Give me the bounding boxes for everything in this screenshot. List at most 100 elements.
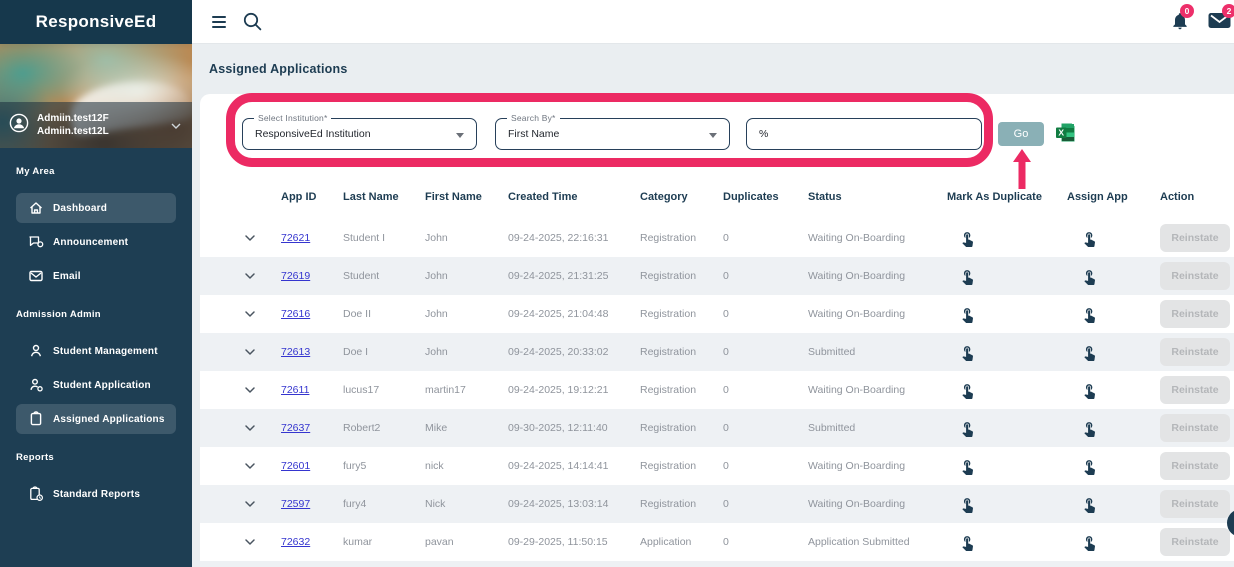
sidebar-item-student-application[interactable]: Student Application (16, 370, 176, 400)
assign-app-cell[interactable] (1067, 268, 1160, 285)
floating-action-button[interactable] (1227, 509, 1234, 537)
assign-app-cell[interactable] (1067, 420, 1160, 437)
sidebar-item-assigned-applications[interactable]: Assigned Applications (16, 404, 176, 434)
app-id-link[interactable]: 72597 (281, 498, 311, 510)
assign-app-cell[interactable] (1067, 458, 1160, 475)
touch-app-icon[interactable] (1081, 458, 1098, 475)
app-id-link[interactable]: 72619 (281, 270, 311, 282)
topbar: 0 2 (192, 0, 1234, 44)
touch-app-icon[interactable] (1081, 382, 1098, 399)
table-row: 72621 Student I John 09-24-2025, 22:16:31 Re… (200, 219, 1234, 257)
sidebar-item-email[interactable]: Email (16, 261, 176, 291)
reinstate-button[interactable]: Reinstate (1160, 262, 1230, 290)
mark-as-duplicate-cell[interactable] (947, 268, 1067, 285)
expand-chevron-icon[interactable] (242, 496, 258, 512)
mark-as-duplicate-cell[interactable] (947, 458, 1067, 475)
mail-button[interactable]: 2 (1208, 4, 1234, 35)
sidebar-item-label: Assigned Applications (53, 413, 165, 425)
mark-as-duplicate-cell[interactable] (947, 306, 1067, 323)
touch-app-icon[interactable] (1081, 230, 1098, 247)
mark-as-duplicate-cell[interactable] (947, 230, 1067, 247)
reinstate-button[interactable]: Reinstate (1160, 300, 1230, 328)
touch-app-icon[interactable] (959, 496, 976, 513)
assign-app-cell[interactable] (1067, 306, 1160, 323)
expand-cell[interactable] (200, 420, 281, 436)
touch-app-icon[interactable] (1081, 534, 1098, 551)
reinstate-button[interactable]: Reinstate (1160, 338, 1230, 366)
assign-app-cell[interactable] (1067, 382, 1160, 399)
touch-app-icon[interactable] (1081, 420, 1098, 437)
expand-cell[interactable] (200, 382, 281, 398)
touch-app-icon[interactable] (1081, 306, 1098, 323)
menu-icon[interactable] (212, 16, 226, 31)
expand-cell[interactable] (200, 230, 281, 246)
search-keyword-input[interactable]: % (746, 118, 982, 150)
section-label: Reports (16, 452, 54, 463)
mark-as-duplicate-cell[interactable] (947, 382, 1067, 399)
expand-chevron-icon[interactable] (242, 230, 258, 246)
search-icon[interactable] (242, 11, 263, 37)
touch-app-icon[interactable] (959, 344, 976, 361)
expand-chevron-icon[interactable] (242, 268, 258, 284)
touch-app-icon[interactable] (959, 306, 976, 323)
profile-chevron-down-icon[interactable] (171, 116, 181, 134)
select-institution-dropdown[interactable]: Select Institution* ResponsiveEd Institu… (242, 113, 477, 150)
touch-app-icon[interactable] (959, 382, 976, 399)
touch-app-icon[interactable] (959, 420, 976, 437)
first-name-cell: John (425, 232, 448, 244)
touch-app-icon[interactable] (959, 268, 976, 285)
expand-chevron-icon[interactable] (242, 306, 258, 322)
notifications-button[interactable]: 0 (1170, 4, 1194, 37)
expand-cell[interactable] (200, 306, 281, 322)
app-id-link[interactable]: 72616 (281, 308, 311, 320)
expand-cell[interactable] (200, 534, 281, 550)
app-id-link[interactable]: 72632 (281, 536, 311, 548)
expand-cell[interactable] (200, 458, 281, 474)
touch-app-icon[interactable] (959, 534, 976, 551)
assign-app-cell[interactable] (1067, 344, 1160, 361)
reinstate-button[interactable]: Reinstate (1160, 452, 1230, 480)
reinstate-button[interactable]: Reinstate (1160, 224, 1230, 252)
touch-app-icon[interactable] (1081, 268, 1098, 285)
reinstate-button[interactable]: Reinstate (1160, 376, 1230, 404)
expand-chevron-icon[interactable] (242, 344, 258, 360)
touch-app-icon[interactable] (1081, 344, 1098, 361)
expand-cell[interactable] (200, 268, 281, 284)
assign-app-cell[interactable] (1067, 496, 1160, 513)
expand-cell[interactable] (200, 496, 281, 512)
duplicates-cell: 0 (723, 422, 729, 434)
mark-as-duplicate-cell[interactable] (947, 420, 1067, 437)
profile-panel[interactable]: Admiin.test12F Admiin.test12L (0, 44, 192, 148)
reinstate-button[interactable]: Reinstate (1160, 490, 1230, 518)
expand-chevron-icon[interactable] (242, 382, 258, 398)
search-by-dropdown[interactable]: Search By* First Name (495, 113, 730, 150)
sidebar-item-standard-reports[interactable]: Standard Reports (16, 479, 176, 509)
excel-export-icon[interactable]: X (1056, 123, 1075, 147)
touch-app-icon[interactable] (959, 230, 976, 247)
expand-chevron-icon[interactable] (242, 458, 258, 474)
app-id-link[interactable]: 72601 (281, 460, 311, 472)
touch-app-icon[interactable] (959, 458, 976, 475)
mark-as-duplicate-cell[interactable] (947, 344, 1067, 361)
category-cell: Registration (640, 498, 697, 510)
assign-app-cell[interactable] (1067, 534, 1160, 551)
reinstate-button[interactable]: Reinstate (1160, 528, 1230, 556)
assign-app-cell[interactable] (1067, 230, 1160, 247)
expand-chevron-icon[interactable] (242, 534, 258, 550)
clipboard-icon (30, 411, 42, 426)
app-id-link[interactable]: 72611 (281, 384, 310, 396)
reinstate-button[interactable]: Reinstate (1160, 414, 1230, 442)
expand-chevron-icon[interactable] (242, 420, 258, 436)
go-button[interactable]: Go (998, 122, 1044, 146)
mark-as-duplicate-cell[interactable] (947, 534, 1067, 551)
sidebar-item-announcement[interactable]: Announcement (16, 227, 176, 257)
touch-app-icon[interactable] (1081, 496, 1098, 513)
app-id-link[interactable]: 72637 (281, 422, 311, 434)
mark-as-duplicate-cell[interactable] (947, 496, 1067, 513)
expand-cell[interactable] (200, 344, 281, 360)
sidebar-item-student-management[interactable]: Student Management (16, 336, 176, 366)
app-id-link[interactable]: 72621 (281, 232, 311, 244)
app-id-link[interactable]: 72613 (281, 346, 311, 358)
sidebar-item-dashboard[interactable]: Dashboard (16, 193, 176, 223)
table-row: 72619 Student John 09-24-2025, 21:31:25 Regi… (200, 257, 1234, 295)
